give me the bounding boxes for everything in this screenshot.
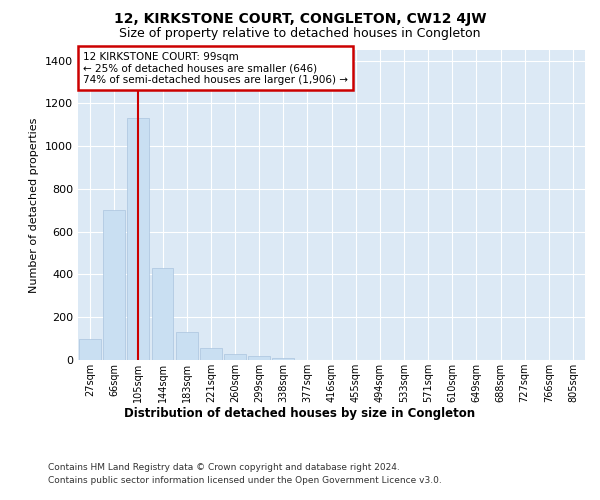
- Text: Contains public sector information licensed under the Open Government Licence v3: Contains public sector information licen…: [48, 476, 442, 485]
- Text: 12 KIRKSTONE COURT: 99sqm
← 25% of detached houses are smaller (646)
74% of semi: 12 KIRKSTONE COURT: 99sqm ← 25% of detac…: [83, 52, 348, 84]
- Text: Size of property relative to detached houses in Congleton: Size of property relative to detached ho…: [119, 28, 481, 40]
- Text: Distribution of detached houses by size in Congleton: Distribution of detached houses by size …: [124, 408, 476, 420]
- Bar: [176, 332, 197, 360]
- Bar: [248, 356, 270, 360]
- Bar: [152, 268, 173, 360]
- Bar: [224, 354, 246, 360]
- Y-axis label: Number of detached properties: Number of detached properties: [29, 118, 40, 292]
- Bar: [200, 348, 221, 360]
- Text: 12, KIRKSTONE COURT, CONGLETON, CW12 4JW: 12, KIRKSTONE COURT, CONGLETON, CW12 4JW: [114, 12, 486, 26]
- Bar: [272, 358, 294, 360]
- Bar: [127, 118, 149, 360]
- Text: Contains HM Land Registry data © Crown copyright and database right 2024.: Contains HM Land Registry data © Crown c…: [48, 462, 400, 471]
- Bar: [79, 338, 101, 360]
- Bar: [103, 210, 125, 360]
